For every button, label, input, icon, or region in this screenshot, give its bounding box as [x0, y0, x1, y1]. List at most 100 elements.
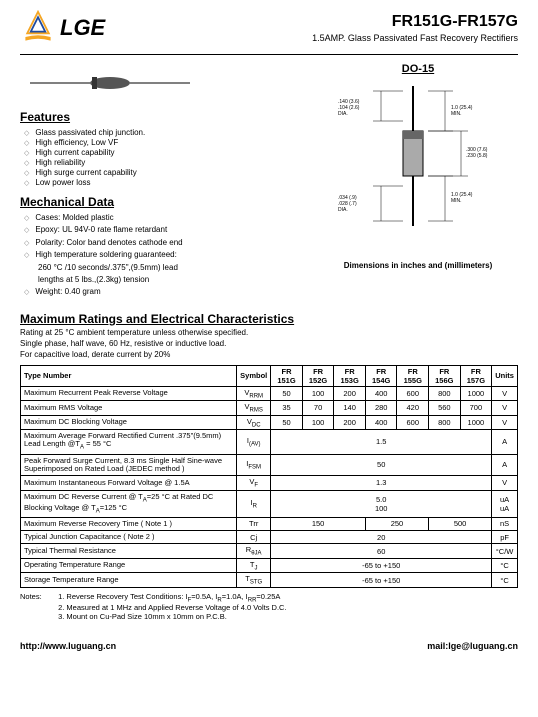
part-header: FR 157G [460, 365, 492, 386]
features-list: Glass passivated chip junction. High eff… [20, 128, 298, 187]
value-cell: 140 [334, 401, 366, 416]
value-cell: 60 [271, 544, 492, 559]
value-cell: 150 [271, 517, 366, 530]
mechanical-title: Mechanical Data [20, 195, 298, 209]
footer-url: http://www.luguang.cn [20, 641, 116, 651]
value-cell: 280 [365, 401, 397, 416]
value-cell: 35 [271, 401, 303, 416]
value-cell: 600 [397, 415, 429, 430]
symbol-cell: TSTG [237, 573, 271, 588]
feature-item: High reliability [24, 158, 298, 167]
value-cell: 500 [429, 517, 492, 530]
table-row: Typical Thermal ResistanceRθJA60°C/W [21, 544, 518, 559]
param-cell: Typical Thermal Resistance [21, 544, 237, 559]
param-cell: Maximum Average Forward Rectified Curren… [21, 430, 237, 454]
symbol-cell: VRRM [237, 386, 271, 401]
mech-item: Polarity: Color band denotes cathode end [24, 238, 298, 248]
unit-cell: °C/W [492, 544, 518, 559]
note-item: 2. Measured at 1 MHz and Applied Reverse… [58, 603, 286, 612]
value-cell: 560 [429, 401, 461, 416]
value-cell: 800 [429, 386, 461, 401]
feature-item: High efficiency, Low VF [24, 138, 298, 147]
symbol-cell: IFSM [237, 454, 271, 476]
value-cell: 50 [271, 454, 492, 476]
features-title: Features [20, 110, 298, 124]
value-cell: 400 [365, 386, 397, 401]
param-cell: Maximum DC Blocking Voltage [21, 415, 237, 430]
title-block: FR151G-FR157G 1.5AMP. Glass Passivated F… [312, 13, 518, 43]
table-row: Maximum DC Reverse Current @ TA=25 °C at… [21, 490, 518, 517]
value-cell: 200 [334, 386, 366, 401]
unit-cell: V [492, 386, 518, 401]
part-title: FR151G-FR157G [312, 13, 518, 31]
symbol-header: Symbol [237, 365, 271, 386]
notes-label: Notes: [20, 592, 56, 601]
mech-item: 260 °C /10 seconds/.375",(9.5mm) lead [24, 263, 298, 273]
param-cell: Peak Forward Surge Current, 8.3 ms Singl… [21, 454, 237, 476]
package-drawing: .140 (3.6) .104 (2.6) DIA. 1.0 (25.4) MI… [318, 81, 518, 253]
mech-item: Weight: 0.40 gram [24, 287, 298, 297]
footer-mail: mail:lge@luguang.cn [427, 641, 518, 651]
units-header: Units [492, 365, 518, 386]
mech-item: lengths at 5 lbs.,(2.3kg) tension [24, 275, 298, 285]
value-cell: 250 [365, 517, 428, 530]
value-cell: 50 [271, 415, 303, 430]
value-cell: 1.3 [271, 476, 492, 491]
value-cell: 700 [460, 401, 492, 416]
subtitle: 1.5AMP. Glass Passivated Fast Recovery R… [312, 33, 518, 43]
table-row: Maximum Instantaneous Forward Voltage @ … [21, 476, 518, 491]
ratings-sub: Rating at 25 °C ambient temperature unle… [20, 328, 518, 337]
value-cell: 1.5 [271, 430, 492, 454]
logo: LGE [20, 10, 105, 46]
diode-symbol [30, 73, 298, 95]
ratings-sub: Single phase, half wave, 60 Hz, resistiv… [20, 339, 518, 348]
logo-text: LGE [60, 15, 105, 41]
symbol-cell: Cj [237, 531, 271, 544]
unit-cell: V [492, 415, 518, 430]
mech-item: Epoxy: UL 94V-0 rate flame retardant [24, 225, 298, 235]
table-row: Operating Temperature RangeTJ-65 to +150… [21, 558, 518, 573]
type-number-header: Type Number [21, 365, 237, 386]
value-cell: 70 [302, 401, 334, 416]
value-cell: 200 [334, 415, 366, 430]
table-row: Typical Junction Capacitance ( Note 2 )C… [21, 531, 518, 544]
unit-cell: °C [492, 573, 518, 588]
part-header: FR 152G [302, 365, 334, 386]
feature-item: Low power loss [24, 178, 298, 187]
feature-item: High current capability [24, 148, 298, 157]
svg-text:DIA.: DIA. [338, 111, 348, 117]
param-cell: Maximum RMS Voltage [21, 401, 237, 416]
unit-cell: uAuA [492, 490, 518, 517]
param-cell: Operating Temperature Range [21, 558, 237, 573]
feature-item: Glass passivated chip junction. [24, 128, 298, 137]
logo-icon [20, 10, 56, 46]
package-label: DO-15 [318, 63, 518, 75]
svg-text:MIN.: MIN. [451, 111, 462, 117]
symbol-cell: RθJA [237, 544, 271, 559]
symbol-cell: TJ [237, 558, 271, 573]
value-cell: 400 [365, 415, 397, 430]
value-cell: 5.0100 [271, 490, 492, 517]
table-row: Maximum Recurrent Peak Reverse VoltageVR… [21, 386, 518, 401]
feature-item: High surge current capability [24, 168, 298, 177]
part-header: FR 156G [429, 365, 461, 386]
symbol-cell: VF [237, 476, 271, 491]
unit-cell: V [492, 401, 518, 416]
value-cell: 1000 [460, 415, 492, 430]
param-cell: Maximum Instantaneous Forward Voltage @ … [21, 476, 237, 491]
param-cell: Typical Junction Capacitance ( Note 2 ) [21, 531, 237, 544]
note-item: 3. Mount on Cu-Pad Size 10mm x 10mm on P… [58, 612, 227, 621]
symbol-cell: VRMS [237, 401, 271, 416]
part-header: FR 153G [334, 365, 366, 386]
param-cell: Maximum Recurrent Peak Reverse Voltage [21, 386, 237, 401]
unit-cell: A [492, 430, 518, 454]
param-cell: Storage Temperature Range [21, 573, 237, 588]
value-cell: 600 [397, 386, 429, 401]
unit-cell: pF [492, 531, 518, 544]
table-row: Maximum Reverse Recovery Time ( Note 1 )… [21, 517, 518, 530]
ratings-table: Type Number Symbol FR 151G FR 152G FR 15… [20, 365, 518, 588]
header: LGE FR151G-FR157G 1.5AMP. Glass Passivat… [20, 10, 518, 46]
mech-item: Cases: Molded plastic [24, 213, 298, 223]
part-header: FR 154G [365, 365, 397, 386]
value-cell: 100 [302, 415, 334, 430]
